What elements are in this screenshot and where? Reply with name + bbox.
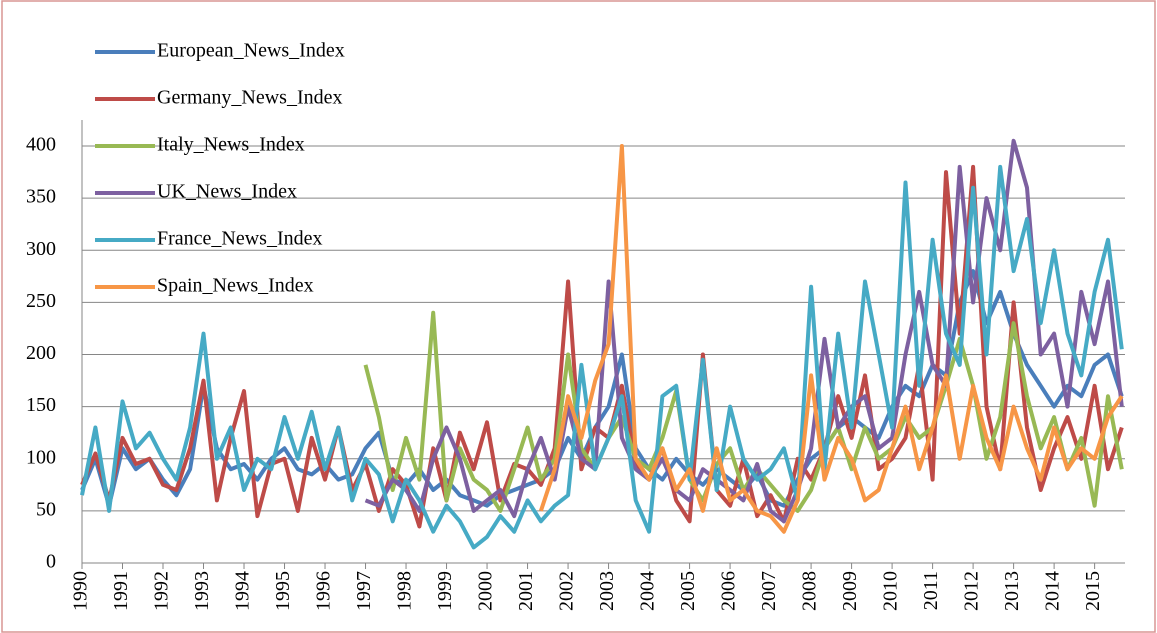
x-tick-label: 1994 [232, 571, 254, 611]
series-line [80, 164, 1124, 529]
legend-label: European_News_Index [157, 40, 345, 62]
x-tick-label: 1998 [394, 571, 416, 611]
series-line [363, 310, 1124, 513]
y-tick-label: 300 [26, 238, 56, 260]
x-tick-label: 2011 [920, 571, 942, 610]
x-tick-label: 2006 [718, 571, 740, 611]
x-tick-label: 2013 [1001, 571, 1023, 611]
x-tick-label: 2014 [1042, 571, 1064, 611]
y-tick-label: 400 [26, 134, 56, 156]
x-tick-label: 2009 [839, 571, 861, 611]
y-tick-label: 150 [26, 394, 56, 416]
x-tick-label: 2012 [961, 571, 983, 611]
y-tick-label: 350 [26, 186, 56, 208]
x-tick-label: 2015 [1082, 571, 1104, 611]
legend-label: Spain_News_Index [157, 275, 314, 297]
x-tick-label: 2003 [596, 571, 618, 611]
y-tick-label: 100 [26, 446, 56, 468]
x-tick-label: 2005 [677, 571, 699, 611]
x-tick-label: 2010 [880, 571, 902, 611]
y-tick-label: 250 [26, 290, 56, 312]
x-tick-label: 2007 [758, 571, 780, 611]
x-tick-label: 1993 [191, 571, 213, 611]
legend-label: Italy_News_Index [157, 134, 305, 156]
legend-label: France_News_Index [157, 228, 323, 250]
series-line [80, 164, 1124, 550]
x-tick-label: 2008 [799, 571, 821, 611]
legend-label: UK_News_Index [157, 181, 297, 203]
y-tick-label: 0 [46, 551, 56, 573]
y-tick-label: 200 [26, 342, 56, 364]
legend-label: Germany_News_Index [157, 87, 343, 109]
x-tick-label: 2000 [475, 571, 497, 611]
x-tick-label: 1996 [313, 571, 335, 611]
x-tick-label: 1997 [353, 571, 375, 611]
x-tick-label: 1990 [70, 571, 92, 611]
x-tick-label: 1999 [434, 571, 456, 611]
y-tick-label: 50 [36, 498, 56, 520]
x-tick-label: 2001 [515, 571, 537, 611]
x-tick-label: 1992 [151, 571, 173, 611]
x-tick-label: 2004 [637, 571, 659, 611]
series-line [539, 144, 1124, 534]
x-tick-label: 2002 [556, 571, 578, 611]
x-tick-label: 1995 [272, 571, 294, 611]
x-tick-label: 1991 [110, 571, 132, 611]
